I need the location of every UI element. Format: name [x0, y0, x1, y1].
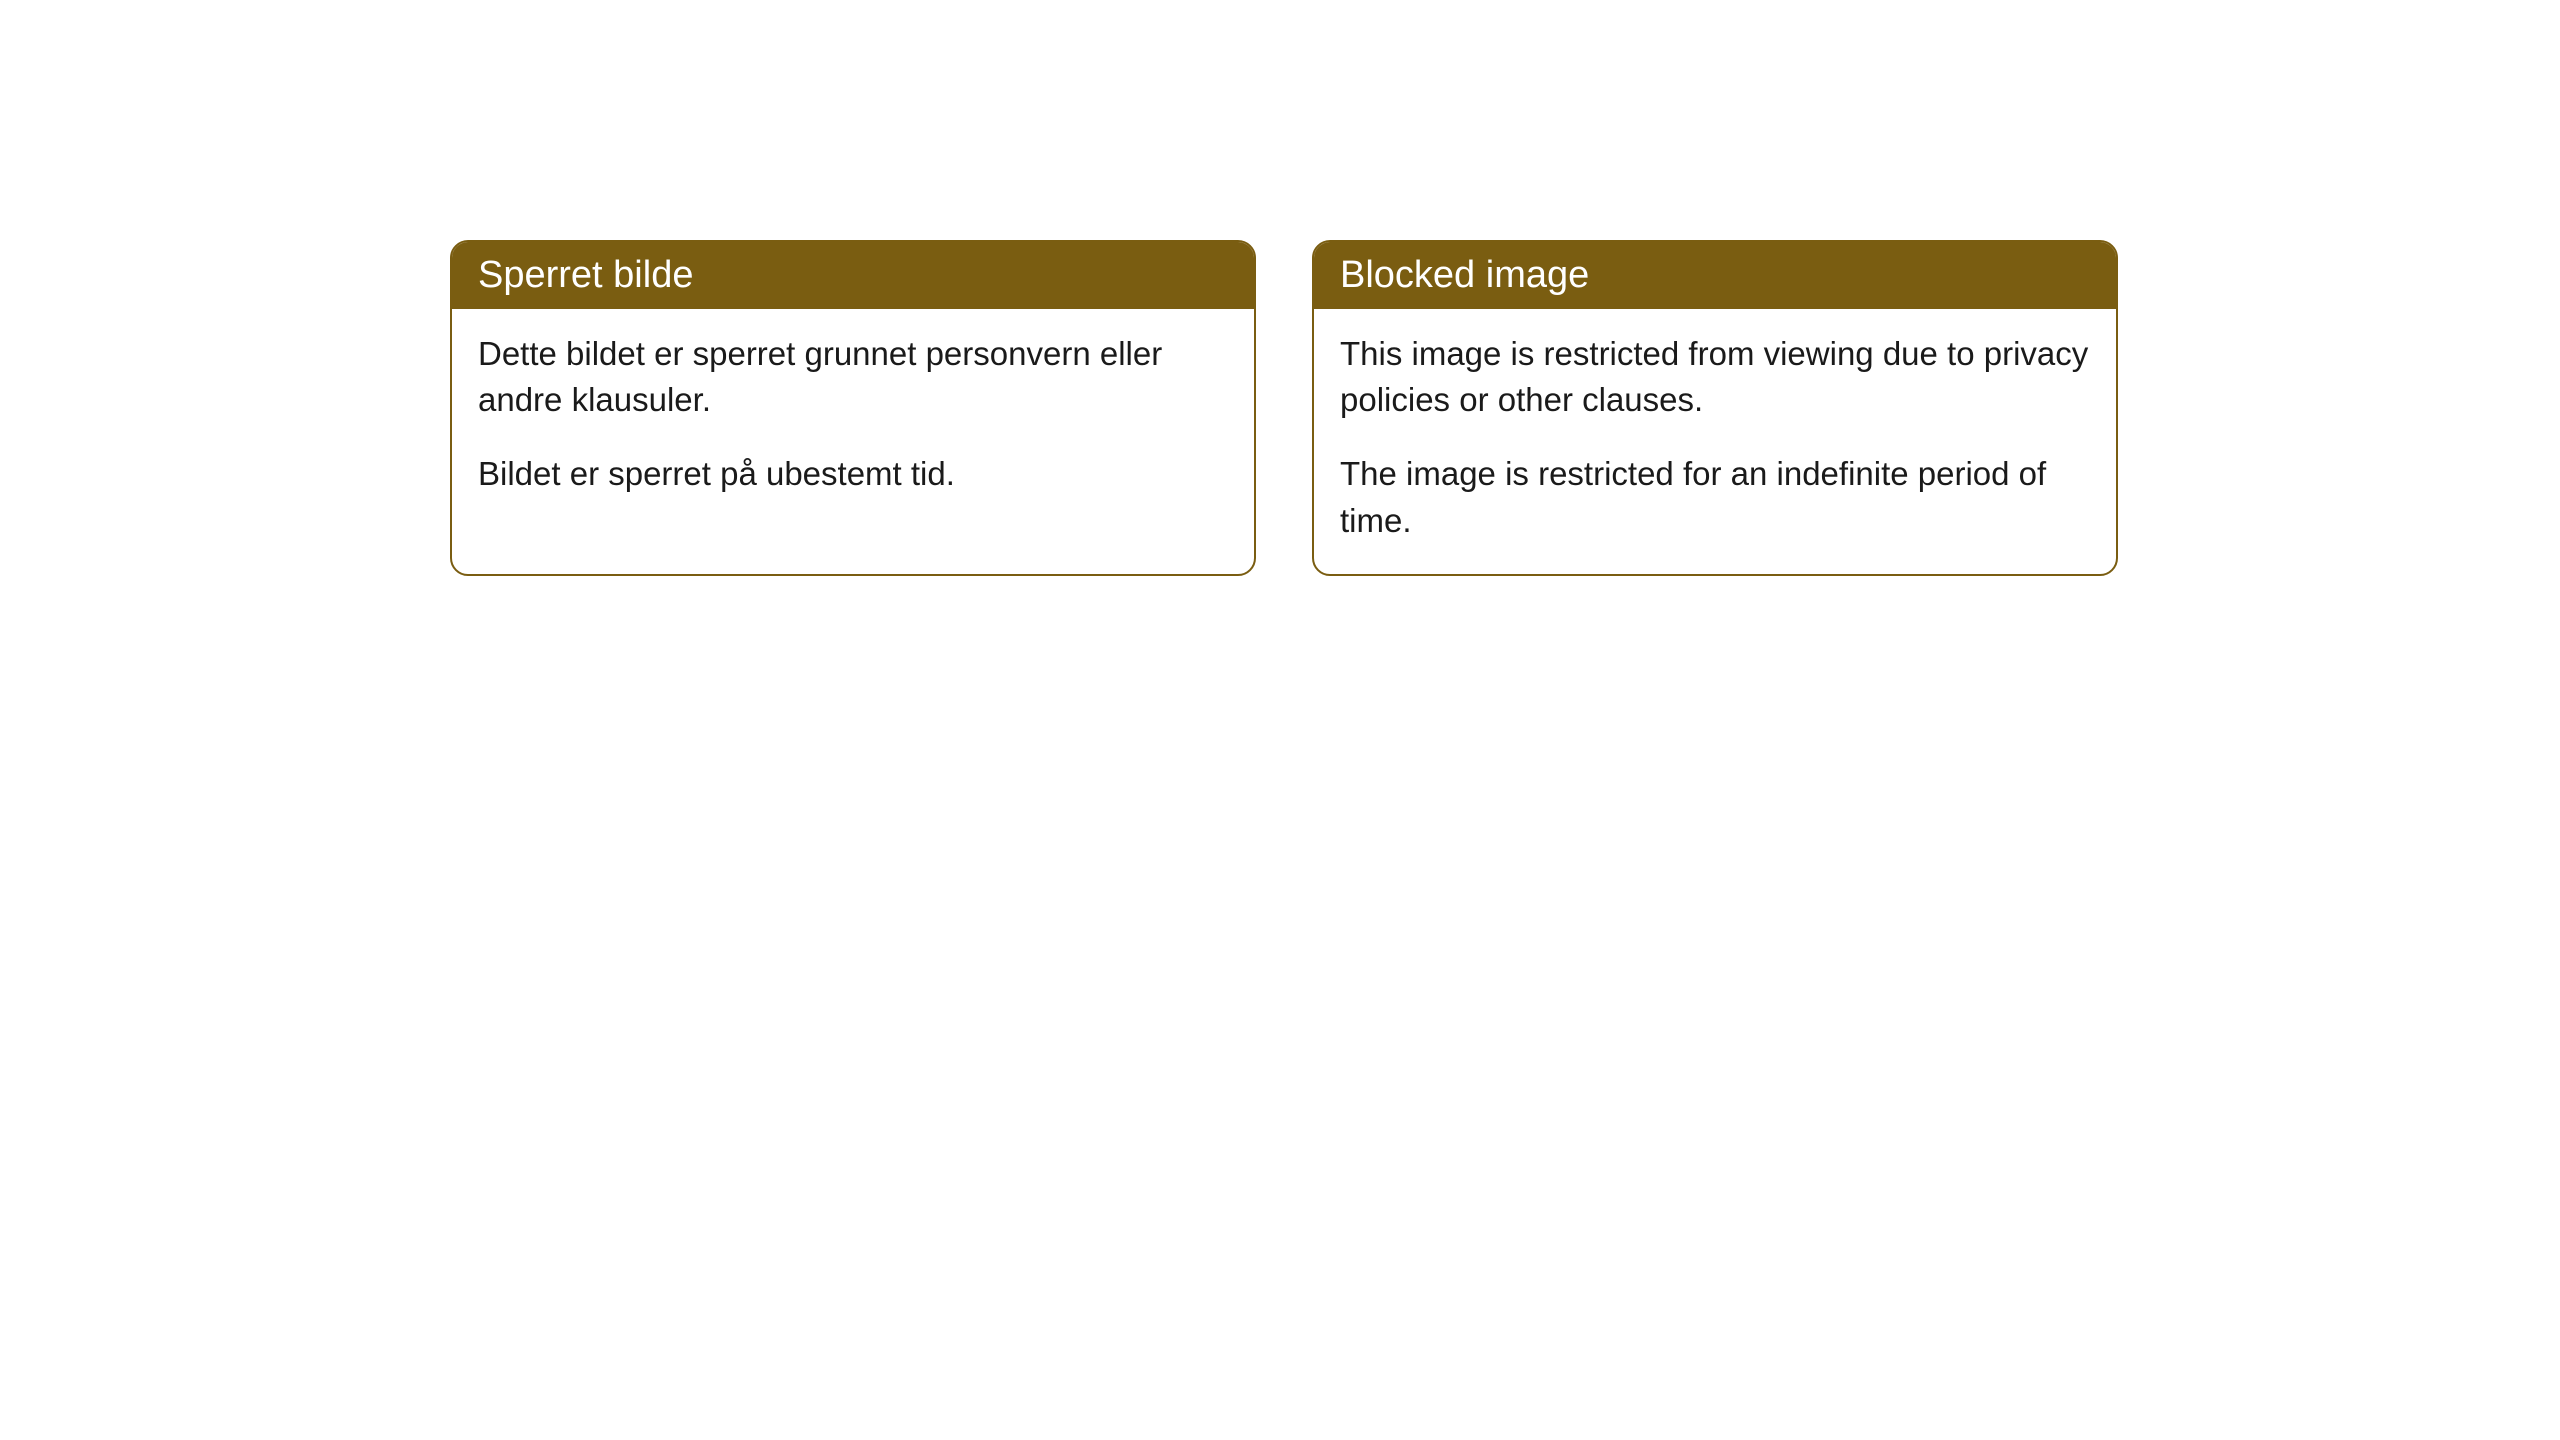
card-text-norwegian-1: Dette bildet er sperret grunnet personve… [478, 331, 1228, 423]
card-header-english: Blocked image [1314, 242, 2116, 309]
notice-cards-container: Sperret bilde Dette bildet er sperret gr… [450, 240, 2118, 576]
card-body-norwegian: Dette bildet er sperret grunnet personve… [452, 309, 1254, 528]
card-text-norwegian-2: Bildet er sperret på ubestemt tid. [478, 451, 1228, 497]
blocked-image-card-norwegian: Sperret bilde Dette bildet er sperret gr… [450, 240, 1256, 576]
blocked-image-card-english: Blocked image This image is restricted f… [1312, 240, 2118, 576]
card-text-english-2: The image is restricted for an indefinit… [1340, 451, 2090, 543]
card-header-norwegian: Sperret bilde [452, 242, 1254, 309]
card-text-english-1: This image is restricted from viewing du… [1340, 331, 2090, 423]
card-body-english: This image is restricted from viewing du… [1314, 309, 2116, 574]
